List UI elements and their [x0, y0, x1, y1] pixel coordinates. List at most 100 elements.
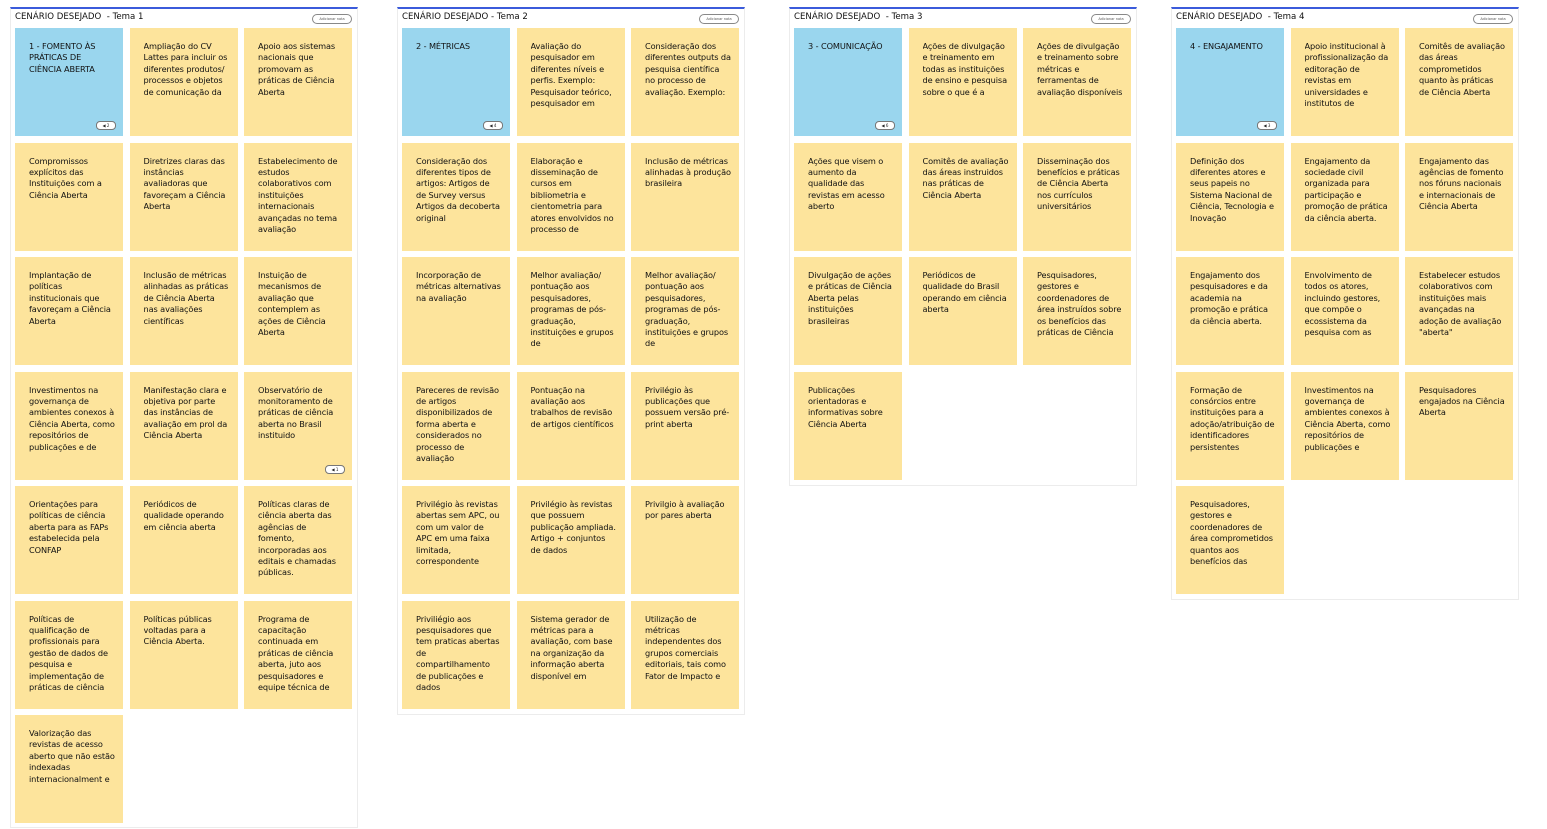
vote-count: 3 — [1267, 123, 1271, 128]
sticky-note[interactable]: Pesquisadores, gestores e coordenadores … — [1023, 257, 1131, 365]
note-text: Observatório de monitoramento de prática… — [258, 384, 334, 441]
note-text: Avaliação do pesquisador em diferentes n… — [530, 41, 612, 109]
sticky-note[interactable]: Políticas de qualificação de profissiona… — [15, 600, 123, 709]
sticky-note[interactable]: Investimentos na governança de ambientes… — [1290, 371, 1399, 480]
vote-count-badge[interactable]: ◀ 4 — [483, 121, 503, 130]
sticky-note[interactable]: Apoio institucional à profissionalização… — [1290, 28, 1399, 136]
note-text: Orientações para políticas de ciência ab… — [29, 499, 109, 555]
sticky-note[interactable]: Privilgio à avaliação por pares aberta — [631, 486, 739, 594]
panel-title: CENÁRIO DESEJADO - Tema 2 — [402, 12, 528, 22]
note-text: Envolvimento de todos os atores, incluin… — [1304, 270, 1381, 338]
note-text: Comitês de avaliação das áreas compromet… — [1419, 41, 1505, 97]
note-text: Engajamento dos pesquisadores e da acade… — [1190, 270, 1268, 326]
sticky-note[interactable]: Investimentos na governança de ambientes… — [15, 371, 123, 480]
add-note-button[interactable]: Adicionar nota — [1091, 14, 1131, 24]
theme-header-note[interactable]: 4 - ENGAJAMENTO ◀ 3 — [1176, 28, 1284, 136]
sticky-note[interactable]: Avaliação do pesquisador em diferentes n… — [516, 28, 625, 136]
note-text: Apoio aos sistemas nacionais que promova… — [258, 41, 336, 97]
sticky-note[interactable]: Estabelecimento de estudos colaborativos… — [244, 142, 352, 251]
sticky-note[interactable]: Instuição de mecanismos de avaliação que… — [244, 257, 352, 365]
sticky-note[interactable]: Privilégio às publicações que possuem ve… — [631, 371, 739, 480]
sticky-note[interactable]: Comitês de avaliação das áreas compromet… — [1405, 28, 1513, 136]
sticky-note[interactable]: Pesquisadores, gestores e coordenadores … — [1176, 486, 1284, 594]
sticky-note[interactable]: Observatório de monitoramento de prática… — [244, 371, 352, 480]
sticky-note[interactable]: Melhor avaliação/ pontuação aos pesquisa… — [631, 257, 739, 365]
sticky-note[interactable]: Ampliação do CV Lattes para incluir os d… — [129, 28, 238, 136]
sticky-note[interactable]: Estabelecer estudos colaborativos com in… — [1405, 257, 1513, 365]
sticky-note[interactable]: Pontuação na avaliação aos trabalhos de … — [516, 371, 625, 480]
thumbs-up-icon: ◀ — [881, 123, 886, 128]
thumbs-up-icon: ◀ — [489, 123, 494, 128]
note-text: Sistema gerador de métricas para a avali… — [530, 613, 613, 681]
sticky-note[interactable]: Ações de divulgação e treinamento em tod… — [908, 28, 1017, 136]
note-text: Ampliação do CV Lattes para incluir os d… — [143, 41, 228, 97]
notes-grid: 2 - MÉTRICAS ◀ 4 Avaliação do pesquisador … — [402, 28, 739, 709]
vote-count-badge[interactable]: ◀ 2 — [96, 121, 116, 130]
note-text: 2 - MÉTRICAS — [416, 41, 471, 51]
add-note-button[interactable]: Adicionar nota — [699, 14, 739, 24]
sticky-note[interactable]: Engajamento das agências de fomento nos … — [1405, 142, 1513, 251]
sticky-note[interactable]: Políticas públicas voltadas para a Ciênc… — [129, 600, 238, 709]
sticky-note[interactable]: Formação de consórcios entre instituiçõe… — [1176, 371, 1284, 480]
sticky-note[interactable]: Privilégio às revistas abertas sem APC, … — [402, 486, 510, 594]
theme-header-note[interactable]: 3 - COMUNICAÇÃO ◀ 6 — [794, 28, 902, 136]
sticky-note[interactable]: Orientações para políticas de ciência ab… — [15, 486, 123, 594]
sticky-note[interactable]: Incorporação de métricas alternativas na… — [402, 257, 510, 365]
note-text: Valorização das revistas de acesso abert… — [29, 728, 115, 784]
sticky-note[interactable]: Melhor avaliação/ pontuação aos pesquisa… — [516, 257, 625, 365]
note-text: Pesquisadores, gestores e coordenadores … — [1037, 270, 1122, 338]
sticky-note[interactable]: Pesquisadores engajados na Ciência Abert… — [1405, 371, 1513, 480]
sticky-note[interactable]: Envolvimento de todos os atores, incluin… — [1290, 257, 1399, 365]
note-text: Programa de capacitação continuada em pr… — [258, 613, 334, 692]
sticky-note[interactable]: Engajamento da sociedade civil organizad… — [1290, 142, 1399, 251]
sticky-note[interactable]: Inclusão de métricas alinhadas à produçã… — [631, 142, 739, 251]
sticky-note[interactable]: Publicações orientadoras e informativas … — [794, 371, 902, 480]
sticky-note[interactable]: Disseminação dos benefícios e práticas d… — [1023, 142, 1131, 251]
sticky-note[interactable]: Ações que visem o aumento da qualidade d… — [794, 142, 902, 251]
notes-grid: 3 - COMUNICAÇÃO ◀ 6 Ações de divulgação e … — [794, 28, 1131, 480]
sticky-note[interactable]: Consideração dos diferentes tipos de art… — [402, 142, 510, 251]
vote-count-badge[interactable]: ◀ 3 — [1257, 121, 1277, 130]
theme-header-note[interactable]: 2 - MÉTRICAS ◀ 4 — [402, 28, 510, 136]
sticky-note[interactable]: Políticas claras de ciência aberta das a… — [244, 486, 352, 594]
note-text: Instuição de mecanismos de avaliação que… — [258, 270, 326, 338]
vote-count: 4 — [493, 123, 497, 128]
sticky-note[interactable]: Priviliégio aos pesquisadores que tem pr… — [402, 600, 510, 709]
sticky-note[interactable]: Compromissos explícitos das Instituições… — [15, 142, 123, 251]
vote-count-badge[interactable]: ◀ 6 — [875, 121, 895, 130]
sticky-note[interactable]: Inclusão de métricas alinhadas as prátic… — [129, 257, 238, 365]
vote-count-badge[interactable]: ◀ 1 — [325, 464, 345, 474]
sticky-note[interactable]: Divulgação de ações e práticas de Ciênci… — [794, 257, 902, 365]
note-text: Utilização de métricas independentes dos… — [645, 613, 726, 681]
sticky-note[interactable]: Elaboração e disseminação de cursos em b… — [516, 142, 625, 251]
sticky-note[interactable]: Pareceres de revisão de artigos disponib… — [402, 371, 510, 480]
sticky-note[interactable]: Apoio aos sistemas nacionais que promova… — [244, 28, 352, 136]
note-text: Ações de divulgação e treinamento em tod… — [922, 41, 1008, 97]
sticky-note[interactable]: Implantação de políticas institucionais … — [15, 257, 123, 365]
note-text: Apoio institucional à profissionalização… — [1304, 41, 1389, 109]
note-text: Ações de divulgação e treinamento sobre … — [1037, 41, 1123, 97]
thumbs-up-icon: ◀ — [331, 466, 336, 472]
note-text: Políticas claras de ciência aberta das a… — [258, 499, 336, 578]
sticky-note[interactable]: Programa de capacitação continuada em pr… — [244, 600, 352, 709]
sticky-note[interactable]: Periódicos de qualidade do Brasil operan… — [908, 257, 1017, 365]
sticky-note[interactable]: Comitês de avaliação das áreas instruido… — [908, 142, 1017, 251]
sticky-note[interactable]: Ações de divulgação e treinamento sobre … — [1023, 28, 1131, 136]
sticky-note[interactable]: Sistema gerador de métricas para a avali… — [516, 600, 625, 709]
note-text: Periódicos de qualidade operando em ciên… — [143, 499, 224, 532]
theme-header-note[interactable]: 1 - FOMENTO ÀS PRÁTICAS DE CIÊNCIA ABERT… — [15, 28, 123, 136]
sticky-note[interactable]: Privilégio às revistas que possuem publi… — [516, 486, 625, 594]
sticky-note[interactable]: Definição dos diferentes atores e seus p… — [1176, 142, 1284, 251]
sticky-note[interactable]: Valorização das revistas de acesso abert… — [15, 715, 123, 823]
note-text: Pesquisadores, gestores e coordenadores … — [1190, 499, 1273, 567]
panel-title: CENÁRIO DESEJADO - Tema 3 — [794, 12, 923, 22]
add-note-button[interactable]: Adicionar nota — [312, 14, 352, 24]
note-text: Comitês de avaliação das áreas instruido… — [922, 155, 1009, 200]
add-note-button[interactable]: Adicionar nota — [1473, 14, 1513, 24]
sticky-note[interactable]: Consideração dos diferentes outputs da p… — [631, 28, 739, 136]
sticky-note[interactable]: Engajamento dos pesquisadores e da acade… — [1176, 257, 1284, 365]
sticky-note[interactable]: Diretrizes claras das instâncias avaliad… — [129, 142, 238, 251]
sticky-note[interactable]: Manifestação clara e objetiva por parte … — [129, 371, 238, 480]
sticky-note[interactable]: Periódicos de qualidade operando em ciên… — [129, 486, 238, 594]
sticky-note[interactable]: Utilização de métricas independentes dos… — [631, 600, 739, 709]
